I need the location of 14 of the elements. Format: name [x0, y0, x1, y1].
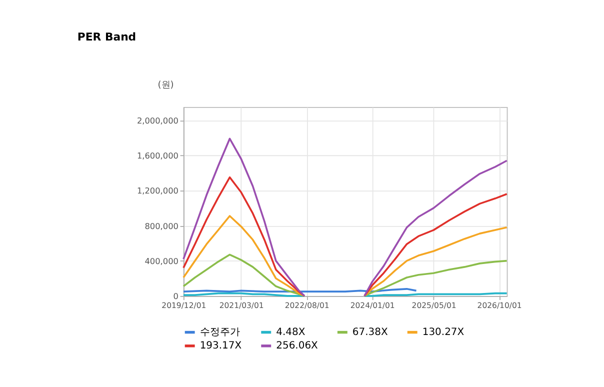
y-tick-label: 1,200,000 [136, 186, 178, 196]
y-tick-label: 800,000 [144, 220, 178, 231]
legend-label: 193.17X [200, 340, 242, 352]
y-tick-label: 400,000 [144, 256, 178, 266]
legend-label: 4.48X [276, 327, 306, 338]
legend-label: 수정주가 [200, 327, 240, 338]
legend-label: 130.27X [422, 327, 464, 338]
y-tick-label: 2,000,000 [136, 115, 178, 126]
chart-title: PER Band [77, 30, 136, 44]
y-axis-title: (원) [158, 80, 174, 90]
legend-label: 256.06X [276, 340, 318, 352]
y-tick-label: 0 [173, 291, 178, 302]
legend-label: 67.38X [352, 327, 388, 338]
y-tick-label: 1,600,000 [136, 150, 178, 161]
